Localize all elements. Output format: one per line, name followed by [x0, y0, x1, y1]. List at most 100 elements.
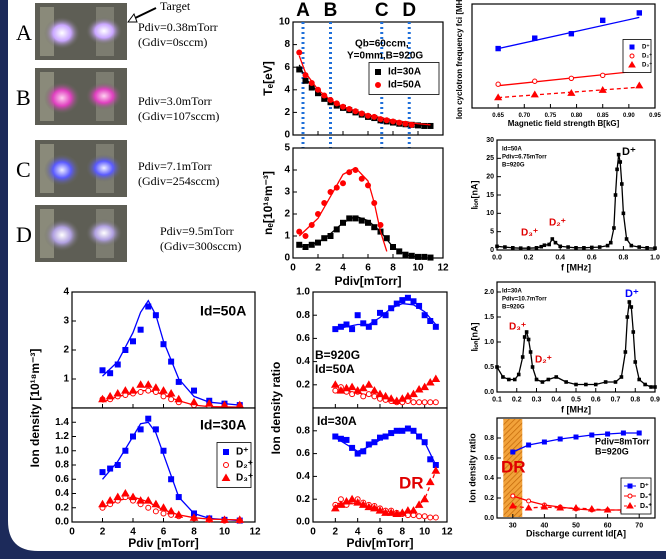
marker — [540, 503, 549, 510]
marker — [603, 506, 612, 513]
marker — [302, 72, 309, 79]
marker — [382, 433, 389, 440]
marker — [340, 103, 346, 110]
marker — [414, 500, 424, 508]
y-tick-label: 0.8 — [296, 425, 310, 436]
marker — [528, 350, 533, 354]
y-tick-label: 4 — [284, 84, 290, 95]
marker — [302, 77, 309, 84]
marker — [336, 386, 346, 394]
marker — [420, 494, 430, 503]
legend-marker — [375, 69, 381, 75]
marker — [122, 447, 129, 454]
marker — [582, 246, 586, 250]
marker — [629, 243, 634, 248]
flow-label: (Gdiv=0sccm) — [138, 35, 207, 49]
legend-label: D⁺ — [236, 447, 249, 458]
fit-curve — [102, 421, 240, 522]
flow-label: (Gdiv=254sccm) — [138, 174, 219, 188]
marker — [524, 504, 533, 511]
legend-box — [368, 62, 440, 95]
legend-label: Id=50A — [388, 80, 421, 91]
marker — [375, 389, 385, 398]
annotation: Id=50A — [200, 303, 246, 319]
marker — [107, 465, 114, 472]
marker — [397, 508, 407, 516]
y-tick-label: 30 — [486, 137, 494, 144]
y-tick-label: 0.0 — [484, 515, 494, 522]
x-tick-label: 2 — [100, 527, 106, 538]
pressure-label: Pdiv=0.38mTorr — [138, 20, 218, 34]
y-tick-label: 0.4 — [296, 471, 310, 482]
y-tick-label: 2 — [284, 107, 290, 118]
marker — [554, 375, 559, 379]
marker — [145, 387, 152, 394]
marker — [546, 377, 551, 382]
y-tick-label: 0 — [490, 247, 494, 254]
marker — [204, 514, 214, 523]
marker — [516, 372, 521, 377]
annotation: B=920G — [595, 446, 629, 456]
y-tick-label: 1.0 — [55, 445, 69, 456]
annotation: Id=50A — [502, 147, 523, 153]
marker — [296, 66, 303, 73]
pressure-label: Pdiv=7.1mTorr — [138, 159, 212, 173]
marker — [337, 323, 344, 330]
marker — [557, 436, 563, 442]
marker — [358, 217, 365, 224]
marker — [347, 494, 357, 503]
marker — [550, 237, 555, 241]
marker-line-label: A — [296, 0, 310, 21]
marker — [421, 513, 428, 520]
marker — [404, 294, 411, 301]
marker — [302, 233, 309, 239]
marker — [495, 365, 499, 369]
y-tick-label: 0.8 — [296, 310, 310, 321]
marker — [330, 380, 340, 388]
y-tick-label: 25 — [486, 155, 494, 162]
marker — [136, 380, 145, 388]
x-tick-label: 2 — [315, 263, 321, 274]
y-tick-label: 4 — [63, 287, 69, 298]
marker — [421, 122, 428, 129]
x-tick-label: 2 — [333, 527, 339, 538]
marker — [510, 493, 516, 499]
x-tick-label: 0.6 — [587, 255, 597, 262]
marker — [114, 462, 121, 468]
marker — [621, 211, 626, 216]
marker — [511, 246, 515, 250]
marker — [402, 251, 409, 258]
marker — [619, 375, 624, 379]
annotation: Id=30A — [200, 417, 246, 433]
y-tick-label: 0 — [284, 253, 290, 264]
x-tick-label: 6 — [161, 527, 167, 538]
marker — [547, 242, 551, 247]
annotation: B=920G — [315, 348, 360, 362]
marker — [416, 399, 423, 406]
marker — [386, 508, 396, 516]
legend-marker — [221, 473, 231, 481]
y-tick-label: 20 — [486, 174, 494, 181]
x-tick-label: 0.6 — [591, 397, 601, 404]
y-tick-label: 2 — [63, 345, 69, 356]
marker — [358, 500, 368, 508]
x-axis-title: Pdiv[mTorr] — [346, 536, 413, 550]
x-axis-title: Pdiv[mTorr] — [334, 274, 401, 288]
y-tick-label: 0.2 — [296, 379, 310, 390]
marker — [427, 514, 434, 521]
marker — [415, 253, 421, 260]
legend-marker — [627, 483, 633, 489]
marker — [377, 116, 384, 123]
y-tick-label: 0.2 — [484, 495, 494, 502]
data-line — [496, 299, 655, 388]
marker — [365, 219, 371, 226]
y-tick-label: 3 — [284, 187, 290, 198]
target-label: Target — [160, 0, 191, 13]
marker — [633, 360, 638, 364]
x-tick-label: 0.3 — [532, 397, 542, 404]
y-axis-title: Ion density [10¹⁸m⁻³] — [28, 349, 42, 468]
marker — [354, 450, 361, 457]
marker — [532, 78, 538, 84]
marker — [390, 118, 396, 125]
legend-marker — [626, 502, 634, 509]
